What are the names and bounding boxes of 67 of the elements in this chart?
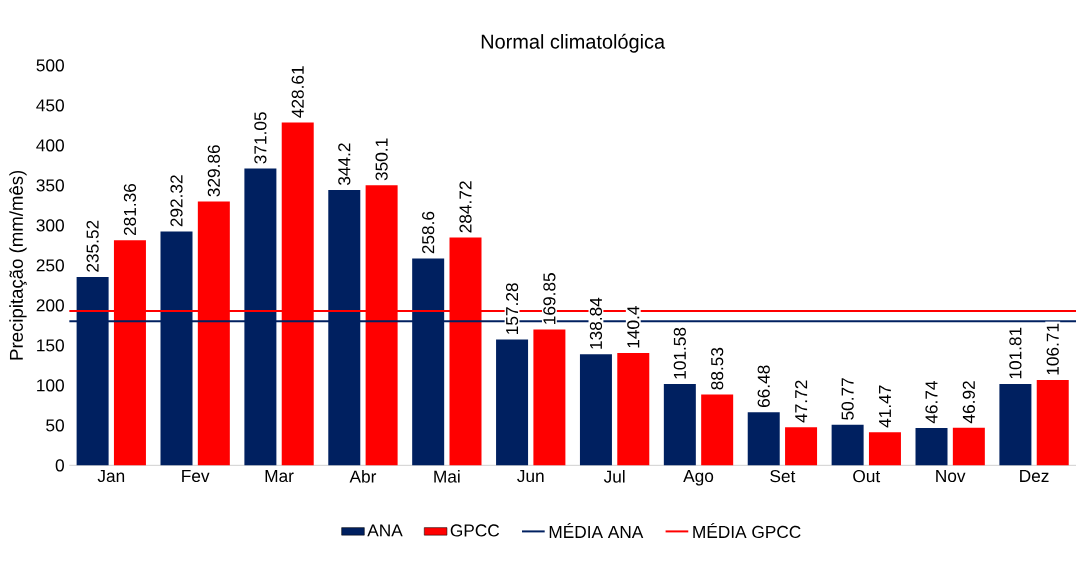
x-tick-label: Abr <box>349 470 377 483</box>
data-label: 235.52 <box>86 220 99 272</box>
y-tick-label: 350 <box>36 179 64 192</box>
data-label: 66.48 <box>757 365 770 408</box>
bar <box>785 427 818 466</box>
bar <box>617 353 650 466</box>
bar <box>701 394 734 466</box>
x-tick-label: Out <box>853 470 881 483</box>
data-label: 101.81 <box>1009 327 1022 379</box>
legend-label: ANA <box>367 524 403 537</box>
data-label: 157.28 <box>505 283 519 334</box>
data-label: 284.72 <box>459 181 472 233</box>
data-label: 371.05 <box>254 112 267 164</box>
data-label: 169.85 <box>543 273 556 324</box>
x-tick-label: Jun <box>517 470 544 483</box>
legend-label: GPCC <box>450 524 500 537</box>
bar <box>1036 379 1069 466</box>
bar <box>533 329 566 466</box>
data-label: 138.84 <box>589 297 603 349</box>
data-label: 350.1 <box>375 138 388 181</box>
x-tick-label: Nov <box>936 470 966 483</box>
data-label: 140.4 <box>627 306 640 348</box>
legend-label: MÉDIA GPCC <box>693 522 801 539</box>
y-tick-label: 100 <box>37 379 64 392</box>
x-tick-label: Mai <box>434 470 460 483</box>
x-tick-label: Set <box>770 470 796 483</box>
legend-label: MÉDIA ANA <box>549 522 644 538</box>
y-tick-label: 450 <box>36 99 64 112</box>
x-tick-label: Fev <box>182 470 210 483</box>
y-tick-label: 150 <box>37 339 64 352</box>
data-label: 46.74 <box>925 380 938 424</box>
y-tick-label: 200 <box>36 299 64 312</box>
bar <box>747 412 780 466</box>
y-axis-title: Precipitação (mm/mês) <box>9 170 27 360</box>
data-label: 258.6 <box>422 211 435 254</box>
bar <box>496 339 529 466</box>
bar <box>579 354 612 466</box>
x-tick-label: Jul <box>603 470 625 483</box>
y-tick-label: 250 <box>36 259 64 272</box>
bar <box>952 427 985 466</box>
bar <box>831 424 864 466</box>
data-label: 46.92 <box>962 381 975 424</box>
data-label: 41.47 <box>879 385 891 428</box>
bar <box>663 384 696 466</box>
y-tick-label: 50 <box>46 419 64 432</box>
data-label: 101.58 <box>673 327 686 379</box>
data-label: 50.77 <box>841 378 854 420</box>
bar <box>999 383 1032 466</box>
bar <box>868 432 901 466</box>
data-label: 88.53 <box>711 347 724 390</box>
x-tick-label: Mar <box>265 470 294 483</box>
x-tick-label: Ago <box>683 470 714 486</box>
x-tick-label: Dez <box>1020 470 1049 483</box>
data-label: 106.71 <box>1046 323 1059 375</box>
y-tick-label: 0 <box>55 459 64 472</box>
data-label: 329.86 <box>207 145 220 197</box>
y-tick-label: 400 <box>36 139 64 152</box>
data-label: 281.36 <box>123 183 137 236</box>
chart-title: Normal climatológica <box>481 33 666 53</box>
y-tick-label: 500 <box>36 59 64 72</box>
bar <box>915 427 948 466</box>
x-tick-label: Jan <box>97 470 125 483</box>
y-tick-label: 300 <box>36 219 64 232</box>
data-label: 47.72 <box>795 380 808 423</box>
data-label: 344.2 <box>338 143 351 186</box>
data-label: 292.32 <box>170 175 183 227</box>
data-label: 428.61 <box>291 66 304 118</box>
